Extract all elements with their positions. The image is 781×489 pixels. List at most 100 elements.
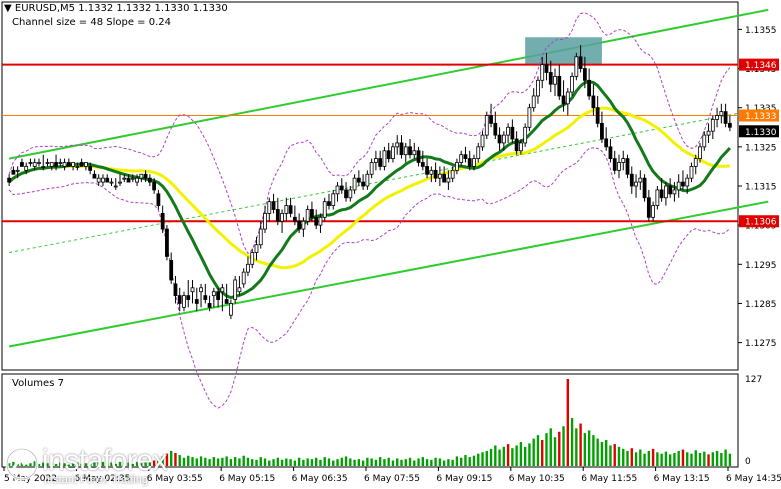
candle-body [335, 185, 340, 195]
upper-envelope-line [8, 12, 731, 255]
candle-body [310, 209, 314, 218]
candle-body [220, 287, 225, 293]
candle-body [595, 107, 600, 124]
symbol-ohlc-text: EURUSD,M5 1.1332 1.1332 1.1330 1.1330 [14, 3, 228, 14]
candle-body [292, 216, 297, 222]
candle-body [122, 177, 127, 180]
candle-body [416, 150, 421, 163]
y-tick-label: 1.1315 [745, 183, 777, 193]
candle-body [284, 205, 289, 214]
candle-body [41, 166, 46, 168]
y-tick-label: 1.1325 [745, 143, 777, 153]
x-tick-label: 6 May 05:15 [219, 474, 275, 484]
x-tick-label: 5 May 2022 [4, 474, 57, 484]
candle-body [314, 216, 319, 226]
y-tick-label: 1.1275 [745, 339, 777, 349]
candle-body [472, 158, 476, 167]
moving-averages [8, 80, 732, 300]
candle-body [403, 146, 408, 156]
candle-body [275, 209, 280, 222]
candle-body [463, 154, 468, 159]
candle-body [182, 295, 186, 308]
candle-body [506, 126, 510, 136]
candle-body [118, 181, 122, 184]
candle-body [271, 201, 276, 210]
candle-body [199, 287, 203, 293]
candle-body [659, 189, 664, 199]
candle-body [672, 189, 677, 195]
candle-body [723, 111, 728, 124]
price-label-text: 1.1306 [745, 218, 777, 228]
candle-body [676, 181, 681, 191]
candle-body [105, 177, 110, 183]
candle-body [702, 134, 707, 148]
candle-body [152, 181, 157, 191]
instaforex-logo: instaforex Instant Forex Trading [4, 444, 180, 488]
candle-body [339, 185, 344, 191]
candlesticks [7, 45, 732, 320]
candle-body [203, 295, 208, 300]
candle-body [45, 162, 50, 164]
candle-body [664, 185, 668, 199]
candle-body [455, 162, 459, 171]
candle-body [501, 134, 506, 144]
candle-body [540, 64, 545, 81]
candle-body [263, 213, 267, 230]
candle-body [79, 162, 84, 167]
candle-body [382, 150, 387, 167]
candle-body [574, 56, 579, 77]
collapse-triangle-icon[interactable]: ▼ [4, 3, 12, 14]
candle-body [531, 95, 536, 109]
candle-body [288, 205, 293, 214]
x-tick-label: 6 May 07:55 [364, 474, 420, 484]
x-tick-label: 6 May 06:35 [292, 474, 348, 484]
volume-max-label: 127 [745, 375, 762, 385]
candle-body [165, 228, 169, 257]
candle-body [113, 185, 118, 188]
candle-body [378, 158, 383, 167]
candle-body [24, 166, 29, 171]
candle-body [147, 177, 152, 183]
candle-body [608, 146, 613, 159]
candle-body [207, 303, 212, 308]
candle-body [638, 177, 643, 183]
candle-body [139, 173, 144, 179]
candle-body [514, 138, 519, 152]
candle-body [241, 271, 246, 285]
candle-body [655, 189, 660, 206]
candle-body [15, 169, 20, 172]
candle-body [467, 158, 472, 167]
candle-body [258, 228, 263, 246]
candle-body [88, 166, 93, 171]
candle-body [224, 299, 229, 304]
candle-body [297, 220, 302, 230]
candle-body [544, 64, 549, 73]
candle-body [425, 166, 429, 175]
price-axis: 1.13551.13451.13351.13251.13151.13051.12… [738, 26, 779, 349]
price-label-box [739, 58, 779, 71]
candle-body [429, 169, 434, 175]
candle-body [229, 303, 233, 316]
candle-body [681, 181, 685, 187]
candle-body [578, 56, 583, 69]
candle-body [629, 173, 634, 187]
candle-body [395, 142, 400, 148]
y-tick-label: 1.1355 [745, 26, 777, 36]
candle-body [37, 162, 41, 164]
candle-body [450, 169, 455, 179]
x-tick-label: 6 May 11:55 [581, 474, 637, 484]
candle-body [356, 177, 361, 183]
candle-body [480, 134, 485, 148]
candle-body [267, 201, 272, 214]
candle-body [634, 181, 638, 187]
candle-body [49, 162, 54, 167]
candle-body [348, 189, 353, 199]
candle-body [233, 279, 238, 300]
y-tick-label: 1.1285 [745, 300, 777, 310]
candle-body [557, 75, 562, 97]
candle-body [412, 150, 417, 156]
candle-body [668, 185, 673, 195]
candle-body [365, 173, 370, 187]
candle-body [7, 177, 12, 183]
